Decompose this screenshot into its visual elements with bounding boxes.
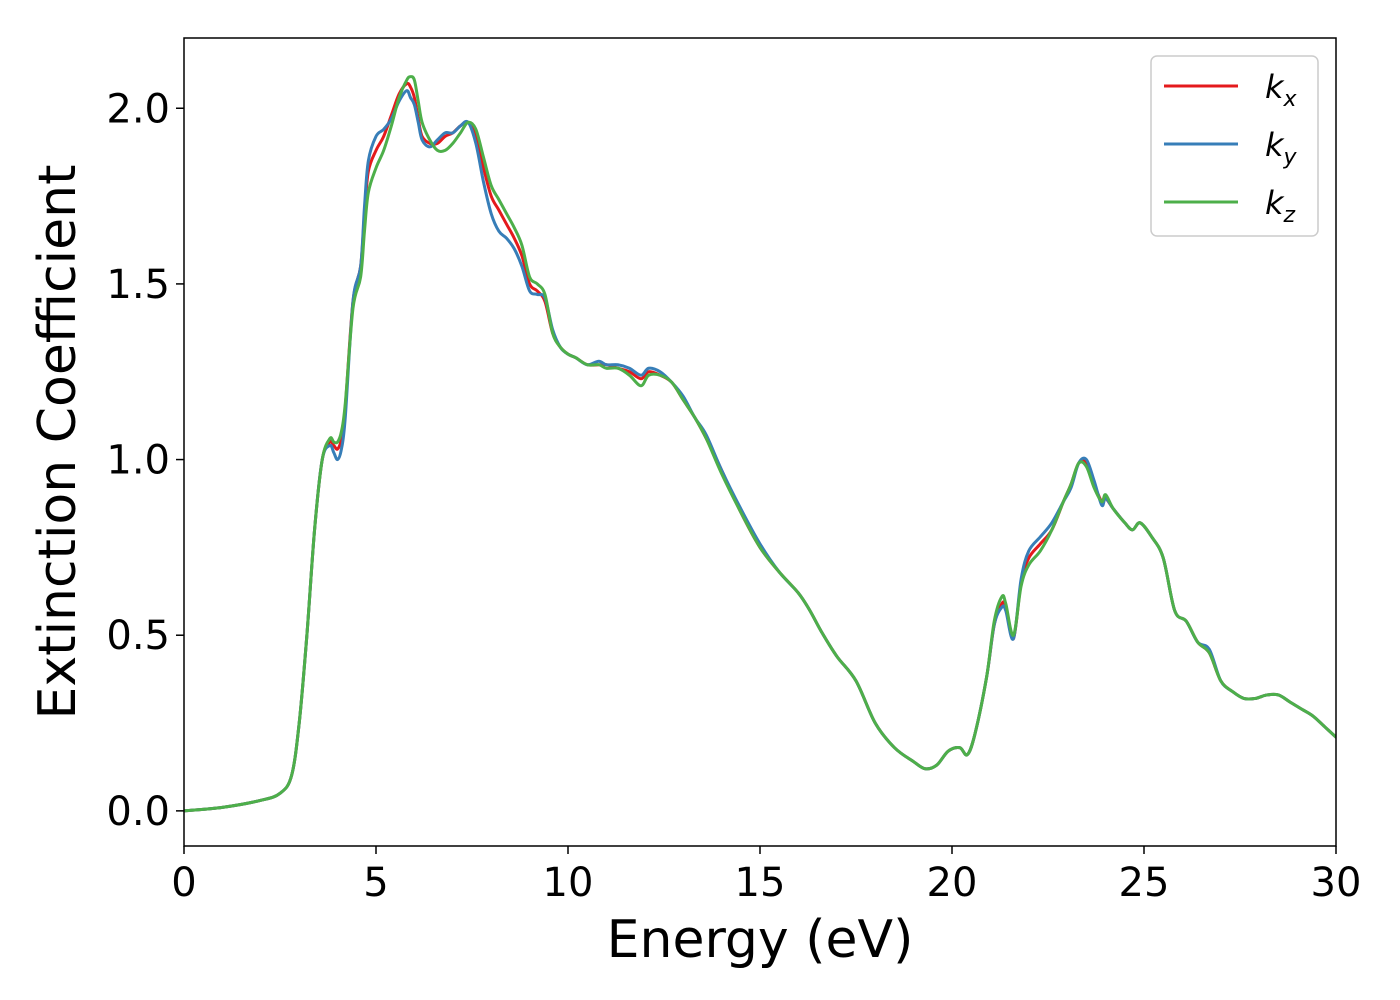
y-axis-ticks: 0.0 0.5 1.0 1.5 2.0 [106, 86, 184, 835]
x-tick-label: 10 [543, 860, 594, 906]
x-tick-label: 30 [1311, 860, 1362, 906]
y-tick-label: 0.5 [106, 613, 170, 659]
x-tick-label: 15 [735, 860, 786, 906]
y-axis-title: Extinction Coefficient [28, 165, 88, 720]
series-layer [184, 75, 1336, 813]
x-tick-label: 20 [927, 860, 978, 906]
x-tick-label: 5 [363, 860, 388, 906]
legend: kx ky kz [1150, 55, 1319, 237]
x-tick-label: 25 [1119, 860, 1170, 906]
series-line-kz [184, 75, 1336, 813]
y-tick-label: 1.0 [106, 438, 170, 484]
x-tick-label: 0 [171, 860, 196, 906]
legend-label-ky: ky [1265, 126, 1298, 170]
y-tick-label: 1.5 [106, 262, 170, 308]
legend-label-kz: kz [1265, 184, 1296, 228]
x-axis-ticks: 0 5 10 15 20 25 30 [171, 846, 1361, 906]
x-axis-title: Energy (eV) [607, 910, 914, 970]
y-tick-label: 2.0 [106, 86, 170, 132]
legend-box [1150, 55, 1319, 237]
y-tick-label: 0.0 [106, 789, 170, 835]
legend-label-kx: kx [1265, 68, 1298, 112]
